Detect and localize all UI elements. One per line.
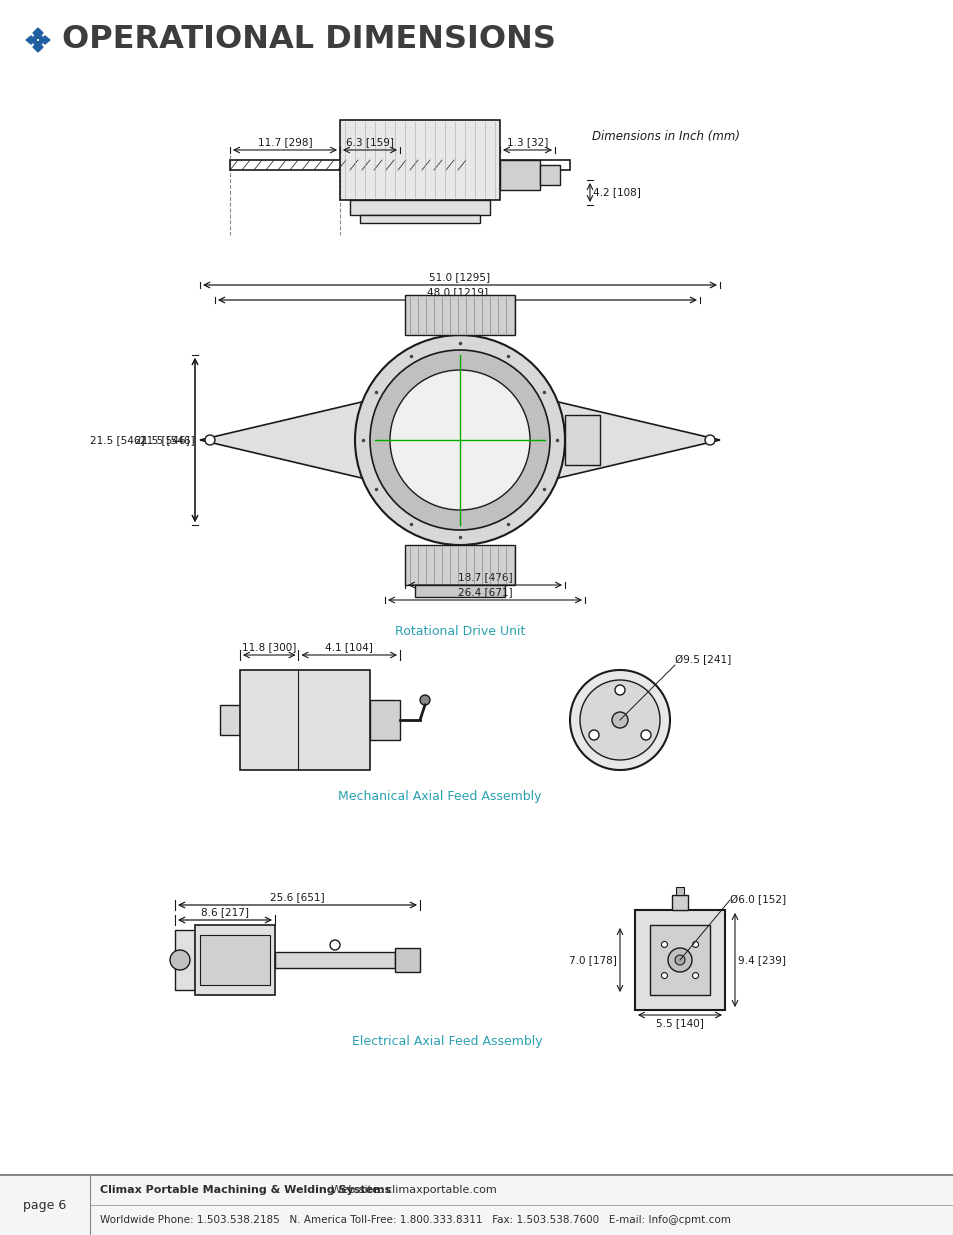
Polygon shape	[26, 36, 36, 44]
Polygon shape	[40, 36, 50, 44]
Text: 51.0 [1295]: 51.0 [1295]	[429, 272, 490, 282]
Bar	[174, 930, 194, 990]
Polygon shape	[550, 400, 720, 480]
Bar	[671, 895, 687, 910]
Circle shape	[569, 671, 669, 769]
Text: 11.7 [298]: 11.7 [298]	[257, 137, 312, 147]
Bar	[359, 215, 479, 224]
Text: 8.6 [217]: 8.6 [217]	[201, 906, 249, 918]
Circle shape	[692, 941, 698, 947]
Bar	[274, 952, 395, 968]
Bar	[649, 925, 709, 995]
Text: Mechanical Axial Feed Assembly: Mechanical Axial Feed Assembly	[338, 790, 541, 803]
Polygon shape	[33, 42, 43, 52]
Text: Climax Portable Machining & Welding Systems: Climax Portable Machining & Welding Syst…	[100, 1186, 391, 1195]
Circle shape	[692, 972, 698, 978]
Text: 4.1 [104]: 4.1 [104]	[325, 642, 373, 652]
Text: 9.4 [239]: 9.4 [239]	[738, 955, 785, 965]
Bar	[676, 887, 683, 895]
Text: 48.0 [1219]: 48.0 [1219]	[427, 287, 488, 296]
Bar	[0, 1174, 953, 1235]
Text: Ø6.0 [152]: Ø6.0 [152]	[729, 895, 785, 905]
Text: 6.3 [159]: 6.3 [159]	[346, 137, 394, 147]
Bar	[405, 295, 515, 335]
Bar	[200, 935, 270, 986]
Circle shape	[660, 972, 667, 978]
Bar	[395, 948, 419, 972]
Circle shape	[612, 713, 627, 727]
Circle shape	[355, 335, 564, 545]
Text: 4.2 [108]: 4.2 [108]	[593, 188, 640, 198]
Circle shape	[667, 948, 691, 972]
Circle shape	[170, 950, 190, 969]
Text: 26.4 [671]: 26.4 [671]	[457, 587, 512, 597]
Circle shape	[579, 680, 659, 760]
Text: Worldwide Phone: 1.503.538.2185   N. America Toll-Free: 1.800.333.8311   Fax: 1.: Worldwide Phone: 1.503.538.2185 N. Ameri…	[100, 1215, 730, 1225]
Bar	[339, 120, 499, 200]
Circle shape	[660, 941, 667, 947]
Bar	[405, 545, 515, 585]
Text: Dimensions in Inch (mm): Dimensions in Inch (mm)	[592, 130, 740, 143]
Bar	[635, 910, 724, 1010]
Text: OPERATIONAL DIMENSIONS: OPERATIONAL DIMENSIONS	[62, 25, 556, 56]
Text: 5.5 [140]: 5.5 [140]	[656, 1018, 703, 1028]
Circle shape	[370, 350, 550, 530]
Bar	[194, 925, 274, 995]
Bar	[415, 585, 504, 597]
Bar	[240, 671, 370, 769]
Text: 25.6 [651]: 25.6 [651]	[270, 892, 324, 902]
Circle shape	[675, 955, 684, 965]
Bar	[230, 161, 569, 170]
Circle shape	[640, 730, 650, 740]
Text: 21.5 [546]: 21.5 [546]	[140, 435, 194, 445]
Text: 21.5 [546]: 21.5 [546]	[135, 435, 190, 445]
Bar	[564, 415, 599, 466]
Circle shape	[419, 695, 430, 705]
Polygon shape	[33, 28, 43, 38]
Bar	[539, 165, 559, 185]
Bar	[370, 700, 399, 740]
Text: 1.3 [32]: 1.3 [32]	[506, 137, 548, 147]
Circle shape	[330, 940, 339, 950]
Circle shape	[588, 730, 598, 740]
Text: 21.5 [546]: 21.5 [546]	[91, 435, 145, 445]
Text: Rotational Drive Unit: Rotational Drive Unit	[395, 625, 525, 638]
Text: Web site: climaxportable.com: Web site: climaxportable.com	[323, 1186, 496, 1195]
Circle shape	[390, 370, 530, 510]
Polygon shape	[200, 400, 370, 480]
Circle shape	[205, 435, 214, 445]
Text: 11.8 [300]: 11.8 [300]	[242, 642, 296, 652]
Bar	[220, 705, 240, 735]
Text: page 6: page 6	[24, 1198, 67, 1212]
Bar	[499, 161, 539, 190]
Circle shape	[704, 435, 714, 445]
Bar	[350, 200, 490, 215]
Text: Ø9.5 [241]: Ø9.5 [241]	[675, 655, 731, 664]
Text: Electrical Axial Feed Assembly: Electrical Axial Feed Assembly	[352, 1035, 542, 1049]
Text: 7.0 [178]: 7.0 [178]	[569, 955, 617, 965]
Text: 18.7 [476]: 18.7 [476]	[457, 572, 512, 582]
Circle shape	[615, 685, 624, 695]
